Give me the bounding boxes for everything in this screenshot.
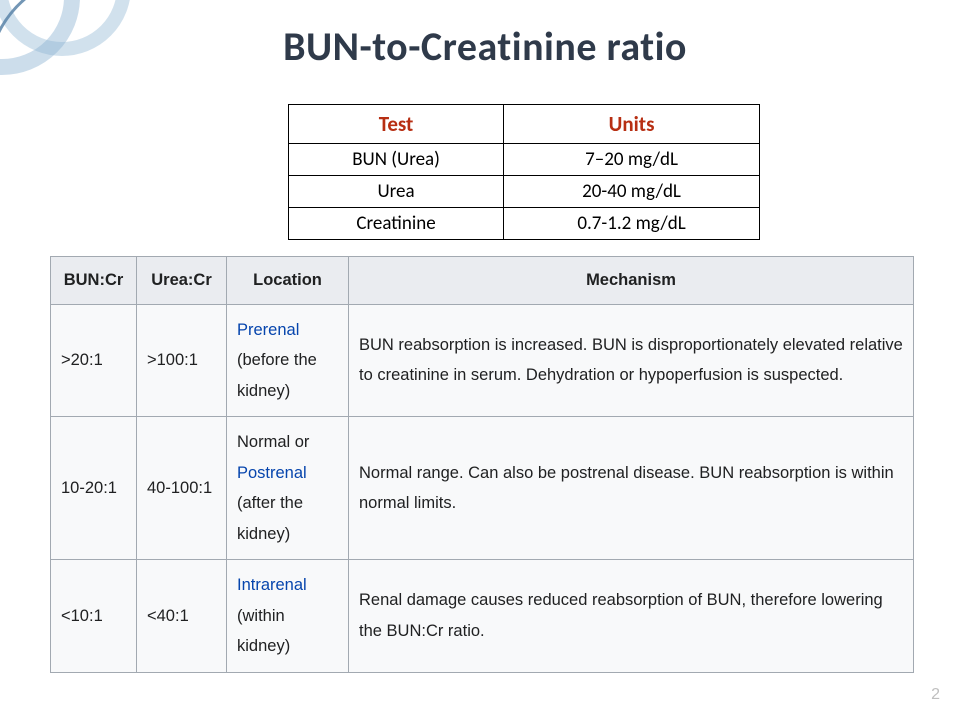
location-rest: (before the kidney) — [237, 351, 317, 400]
ref-units: 7–20 mg/dL — [504, 144, 760, 176]
ratio-col-mechanism: Mechanism — [349, 257, 914, 305]
ref-test: Creatinine — [289, 208, 504, 240]
location-rest: (within kidney) — [237, 607, 290, 656]
ref-test: BUN (Urea) — [289, 144, 504, 176]
intrarenal-link[interactable]: Intrarenal — [237, 576, 307, 594]
ratio-interpretation-table: BUN:Cr Urea:Cr Location Mechanism >20:1 … — [50, 256, 914, 673]
ratio-col-location: Location — [227, 257, 349, 305]
ratio-header-row: BUN:Cr Urea:Cr Location Mechanism — [51, 257, 914, 305]
ratio-urea: <40:1 — [137, 560, 227, 673]
location-rest: (after the kidney) — [237, 494, 303, 543]
ratio-row: <10:1 <40:1 Intrarenal (within kidney) R… — [51, 560, 914, 673]
ratio-bun: >20:1 — [51, 304, 137, 417]
ref-table-header-row: Test Units — [289, 105, 760, 144]
ratio-row: 10-20:1 40-100:1 Normal or Postrenal (af… — [51, 417, 914, 560]
ref-col-test: Test — [289, 105, 504, 144]
ref-row: Urea 20-40 mg/dL — [289, 176, 760, 208]
reference-values-table: Test Units BUN (Urea) 7–20 mg/dL Urea 20… — [288, 104, 760, 240]
ratio-location: Intrarenal (within kidney) — [227, 560, 349, 673]
postrenal-link[interactable]: Postrenal — [237, 464, 307, 482]
prerenal-link[interactable]: Prerenal — [237, 321, 299, 339]
ratio-location: Normal or Postrenal (after the kidney) — [227, 417, 349, 560]
ref-row: BUN (Urea) 7–20 mg/dL — [289, 144, 760, 176]
ratio-mech: Normal range. Can also be postrenal dise… — [349, 417, 914, 560]
ratio-urea: >100:1 — [137, 304, 227, 417]
ratio-col-buncr: BUN:Cr — [51, 257, 137, 305]
ref-test: Urea — [289, 176, 504, 208]
ref-col-units: Units — [504, 105, 760, 144]
ratio-row: >20:1 >100:1 Prerenal (before the kidney… — [51, 304, 914, 417]
ratio-bun: <10:1 — [51, 560, 137, 673]
ratio-mech: BUN reabsorption is increased. BUN is di… — [349, 304, 914, 417]
ratio-urea: 40-100:1 — [137, 417, 227, 560]
ratio-bun: 10-20:1 — [51, 417, 137, 560]
ref-units: 20-40 mg/dL — [504, 176, 760, 208]
ratio-location: Prerenal (before the kidney) — [227, 304, 349, 417]
page-number: 2 — [931, 686, 940, 704]
slide-title: BUN-to-Creatinine ratio — [50, 22, 920, 71]
ref-row: Creatinine 0.7-1.2 mg/dL — [289, 208, 760, 240]
ratio-mech: Renal damage causes reduced reabsorption… — [349, 560, 914, 673]
location-pre: Normal or — [237, 433, 309, 451]
ref-units: 0.7-1.2 mg/dL — [504, 208, 760, 240]
ratio-table-wrap: BUN:Cr Urea:Cr Location Mechanism >20:1 … — [50, 256, 914, 673]
ratio-col-ureacr: Urea:Cr — [137, 257, 227, 305]
